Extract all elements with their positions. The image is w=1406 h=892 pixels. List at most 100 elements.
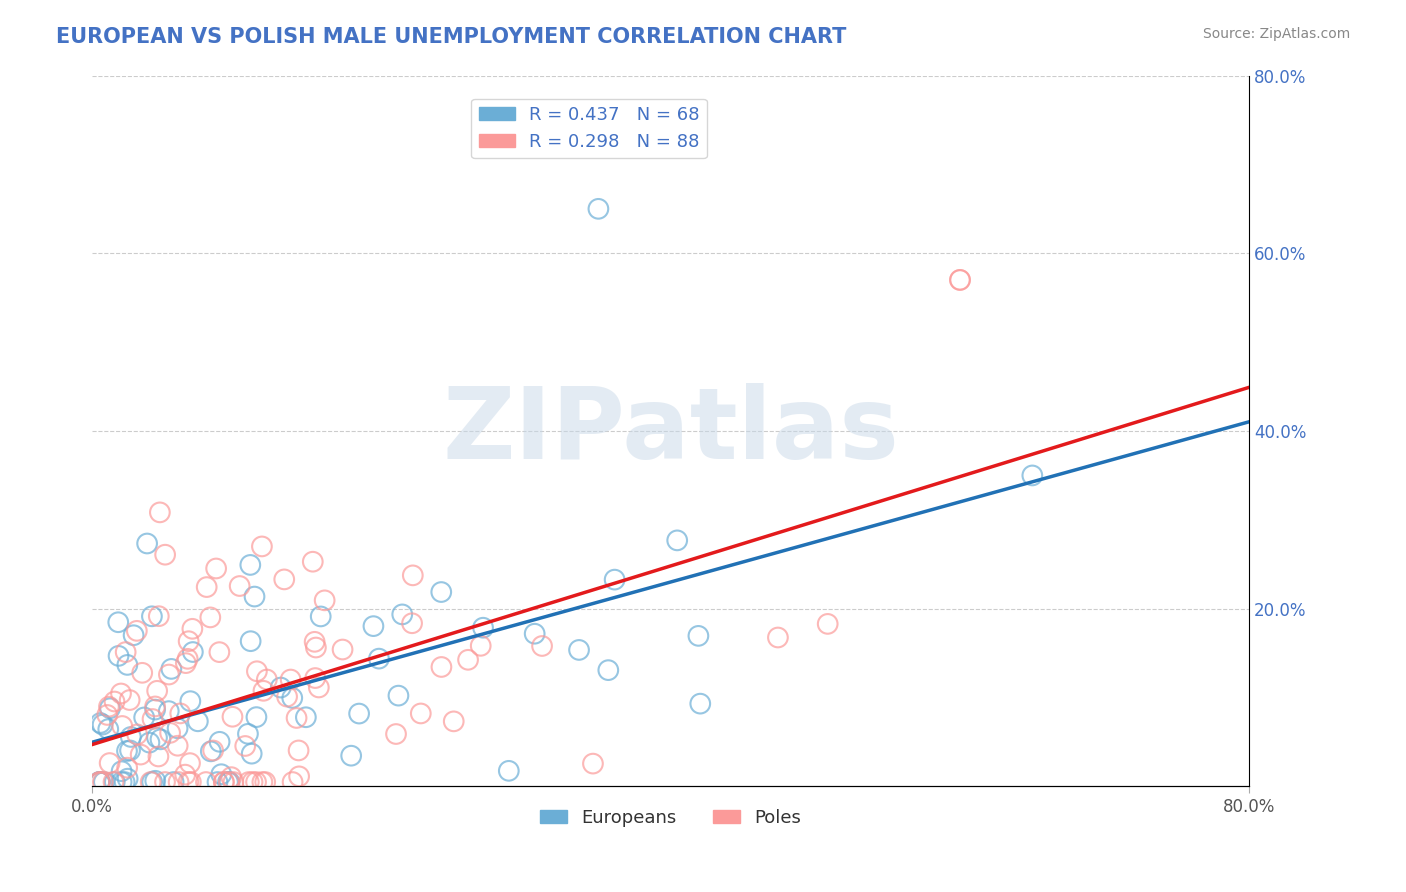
Point bbox=[582, 756, 605, 771]
Point bbox=[118, 693, 141, 707]
Point bbox=[276, 690, 298, 704]
Point bbox=[332, 642, 354, 657]
Point bbox=[127, 727, 149, 741]
Point bbox=[531, 639, 554, 653]
Point bbox=[179, 756, 201, 771]
Point bbox=[181, 645, 204, 659]
Point bbox=[588, 202, 610, 216]
Point bbox=[523, 626, 546, 640]
Point bbox=[287, 743, 309, 757]
Point bbox=[136, 536, 159, 550]
Point bbox=[107, 648, 129, 663]
Point bbox=[125, 624, 148, 638]
Point bbox=[98, 756, 121, 770]
Point bbox=[162, 775, 184, 789]
Point bbox=[218, 775, 240, 789]
Point bbox=[1021, 468, 1043, 483]
Point bbox=[195, 580, 218, 594]
Point bbox=[166, 721, 188, 735]
Point bbox=[222, 775, 245, 789]
Point bbox=[129, 747, 152, 762]
Point bbox=[131, 665, 153, 680]
Point bbox=[430, 585, 453, 599]
Point bbox=[167, 775, 190, 789]
Point bbox=[368, 651, 391, 665]
Point bbox=[207, 775, 229, 789]
Point bbox=[242, 775, 264, 789]
Point bbox=[304, 671, 326, 685]
Point bbox=[688, 629, 710, 643]
Point bbox=[143, 773, 166, 788]
Point bbox=[89, 775, 111, 789]
Point bbox=[181, 622, 204, 636]
Point bbox=[143, 702, 166, 716]
Point bbox=[246, 665, 269, 679]
Point bbox=[281, 775, 304, 789]
Point bbox=[195, 775, 218, 789]
Point bbox=[288, 769, 311, 783]
Point bbox=[598, 663, 620, 677]
Point bbox=[245, 775, 267, 789]
Point bbox=[111, 719, 134, 733]
Point bbox=[149, 505, 172, 519]
Point bbox=[103, 775, 125, 789]
Point bbox=[252, 775, 274, 789]
Point bbox=[120, 730, 142, 744]
Point bbox=[217, 775, 239, 789]
Point bbox=[470, 639, 492, 653]
Point bbox=[301, 555, 323, 569]
Point bbox=[205, 561, 228, 575]
Point bbox=[177, 634, 200, 648]
Point bbox=[187, 714, 209, 729]
Point bbox=[117, 657, 139, 672]
Point bbox=[114, 645, 136, 659]
Point bbox=[409, 706, 432, 721]
Point bbox=[169, 706, 191, 721]
Point bbox=[252, 683, 274, 698]
Point bbox=[97, 699, 120, 714]
Point bbox=[239, 634, 262, 648]
Point bbox=[430, 660, 453, 674]
Point bbox=[114, 775, 136, 789]
Point bbox=[363, 619, 385, 633]
Point bbox=[498, 764, 520, 778]
Point bbox=[157, 667, 180, 681]
Legend: Europeans, Poles: Europeans, Poles bbox=[533, 802, 808, 834]
Point bbox=[174, 767, 197, 781]
Point bbox=[166, 739, 188, 753]
Point bbox=[250, 540, 273, 554]
Point bbox=[146, 683, 169, 698]
Point bbox=[240, 747, 263, 761]
Point bbox=[457, 653, 479, 667]
Point bbox=[97, 722, 120, 736]
Point bbox=[138, 736, 160, 750]
Point bbox=[308, 681, 330, 695]
Point bbox=[96, 708, 118, 723]
Point bbox=[472, 621, 495, 635]
Point bbox=[305, 640, 328, 655]
Point bbox=[689, 697, 711, 711]
Point bbox=[159, 726, 181, 740]
Point bbox=[134, 710, 156, 724]
Point bbox=[817, 616, 839, 631]
Point bbox=[270, 681, 292, 695]
Point bbox=[141, 609, 163, 624]
Point bbox=[347, 706, 370, 721]
Point bbox=[118, 743, 141, 757]
Point bbox=[103, 694, 125, 708]
Point bbox=[93, 775, 115, 789]
Point bbox=[387, 689, 409, 703]
Point bbox=[115, 761, 138, 775]
Point bbox=[143, 699, 166, 714]
Point bbox=[401, 616, 423, 631]
Point bbox=[391, 607, 413, 622]
Point bbox=[949, 273, 972, 287]
Point bbox=[402, 568, 425, 582]
Point bbox=[177, 775, 200, 789]
Point bbox=[243, 590, 266, 604]
Point bbox=[110, 686, 132, 700]
Point bbox=[443, 714, 465, 729]
Point bbox=[666, 533, 689, 548]
Point bbox=[153, 775, 176, 789]
Point bbox=[208, 645, 231, 659]
